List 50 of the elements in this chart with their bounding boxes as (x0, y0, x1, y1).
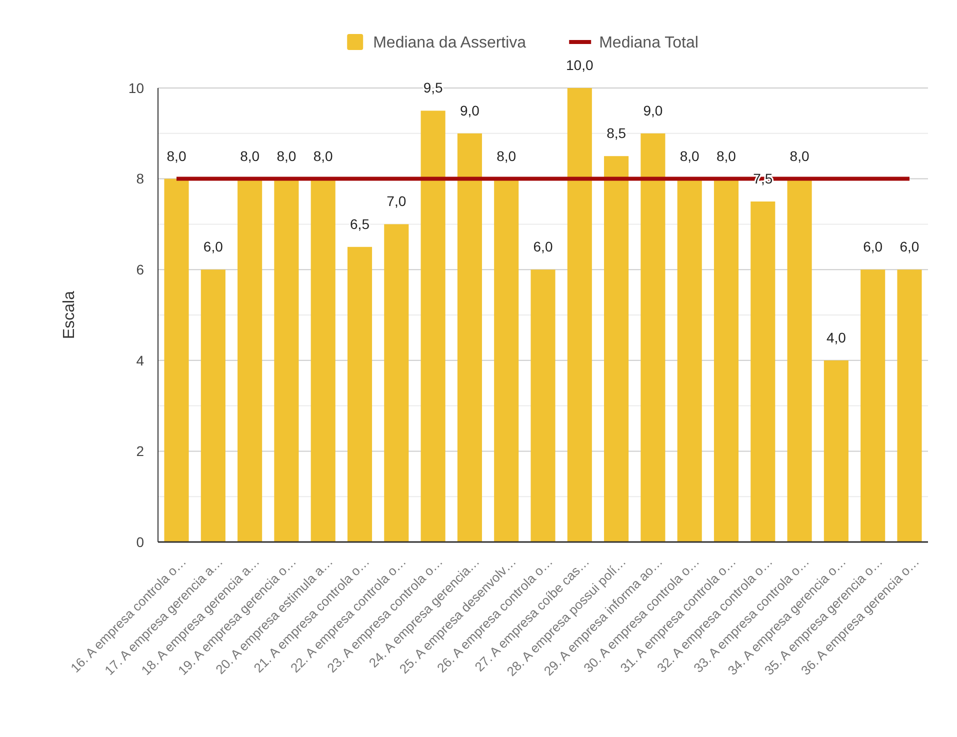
y-tick-label: 0 (136, 534, 144, 550)
bar (420, 110, 446, 542)
bar (750, 202, 776, 542)
bar (567, 88, 592, 542)
data-label: 6,0 (900, 238, 920, 255)
bar (457, 133, 482, 542)
bar (530, 270, 556, 542)
bar (714, 178, 739, 542)
legend-label: Mediana Total (599, 34, 698, 52)
bar (787, 178, 812, 542)
bar (677, 178, 702, 542)
data-label: 8,0 (166, 148, 186, 164)
data-label: 8,0 (716, 148, 736, 164)
y-tick-label: 4 (136, 352, 144, 368)
bar (347, 246, 372, 542)
data-label: 8,0 (790, 148, 810, 164)
y-tick-label: 2 (136, 443, 144, 460)
bar (164, 178, 189, 542)
data-label: 4,0 (826, 329, 846, 346)
data-label: 8,0 (240, 148, 260, 164)
bar (274, 178, 299, 542)
data-label: 9,0 (460, 102, 480, 118)
data-label: 8,5 (606, 125, 626, 142)
data-label: 6,0 (863, 238, 883, 255)
y-tick-label: 10 (128, 80, 144, 96)
data-label: 9,0 (643, 102, 663, 118)
data-label: 6,0 (533, 238, 553, 255)
data-label: 8,0 (276, 148, 296, 164)
data-label: 8,0 (496, 148, 516, 164)
bar (824, 360, 848, 542)
bar (860, 270, 886, 542)
bar (640, 133, 666, 542)
bar (200, 270, 226, 542)
bar (604, 156, 629, 542)
data-label: 8,0 (313, 148, 334, 164)
y-axis-title: Escala (61, 290, 78, 340)
bar (238, 178, 262, 542)
data-label: 6,5 (350, 216, 370, 232)
bar (384, 224, 409, 542)
y-tick-label: 8 (136, 170, 144, 187)
legend-label: Mediana da Assertiva (373, 34, 526, 52)
data-label: 8,0 (680, 148, 700, 164)
data-label: 7,0 (386, 193, 406, 210)
data-label: 6,0 (203, 238, 224, 255)
y-tick-label: 6 (136, 262, 144, 278)
bar (494, 178, 519, 542)
data-label: 10,0 (566, 57, 594, 73)
bar (897, 270, 922, 542)
bar (310, 178, 336, 542)
data-label: 9,5 (423, 80, 443, 96)
